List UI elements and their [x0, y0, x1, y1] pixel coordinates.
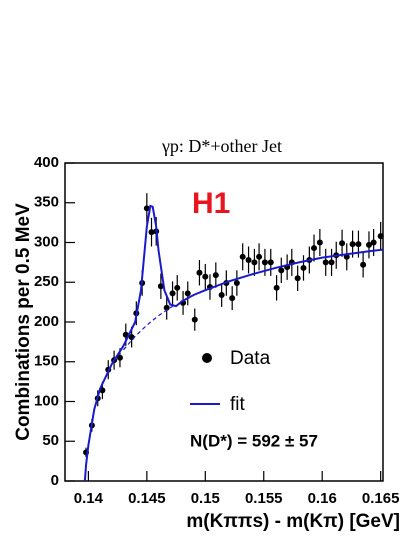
h1-logo: H1 [192, 187, 230, 220]
data-point [328, 259, 335, 266]
x-tick-label: 0.14 [74, 490, 104, 507]
y-tick-label: 150 [34, 353, 59, 370]
y-tick-label: 50 [42, 432, 59, 449]
x-tick-label: 0.165 [362, 490, 400, 507]
data-point [245, 256, 252, 263]
data-point [239, 253, 246, 260]
data-point [365, 241, 372, 248]
data-point [273, 284, 280, 291]
y-tick-label: 300 [34, 233, 59, 250]
legend-label: fit [230, 394, 246, 415]
data-point [218, 291, 225, 298]
data-point [163, 304, 170, 311]
y-tick-label: 0 [51, 472, 59, 489]
x-tick-label: 0.16 [308, 490, 337, 507]
x-tick-label: 0.155 [245, 490, 283, 507]
data-point [377, 233, 384, 240]
x-tick-label: 0.145 [128, 490, 166, 507]
data-point [267, 259, 274, 266]
data-point [360, 261, 367, 268]
data-point [339, 240, 346, 247]
background-curve [123, 303, 177, 351]
data-point [174, 284, 181, 291]
y-tick-label: 400 [34, 154, 59, 171]
y-axis-label: Combinations per 0.5 MeV [13, 203, 34, 441]
data-point [184, 290, 191, 297]
data-point [143, 205, 150, 212]
data-point [316, 239, 323, 246]
y-tick-label: 100 [34, 392, 59, 409]
data-point [157, 283, 164, 290]
legend-marker [202, 353, 212, 363]
data-point [311, 245, 318, 252]
data-point [229, 295, 236, 302]
data-point [116, 354, 123, 361]
data-point [251, 259, 258, 266]
data-point [370, 239, 377, 246]
x-axis-label: m(Kππs) - m(Kπ) [GeV] [186, 511, 400, 532]
legend-label: Data [230, 348, 271, 369]
x-tick-label: 0.15 [191, 490, 220, 507]
data-point [294, 275, 301, 282]
data-point [169, 290, 176, 297]
data-point [300, 264, 307, 271]
data-point [233, 280, 240, 287]
data-point [212, 272, 219, 279]
data-point [191, 316, 198, 323]
data-point [278, 267, 285, 274]
chart-title: γp: D*+other Jet [161, 136, 282, 156]
data-point [355, 241, 362, 248]
data-point [261, 259, 268, 266]
data-point [256, 253, 263, 260]
data-point [196, 269, 203, 276]
y-tick-label: 250 [34, 273, 59, 290]
data-point [202, 273, 209, 280]
fit-curve [83, 204, 384, 482]
data-point [322, 259, 329, 266]
y-tick-label: 200 [34, 313, 59, 330]
y-tick-label: 350 [34, 194, 59, 211]
n-dstar: N(D*) = 592 ± 57 [190, 431, 318, 450]
data-point [349, 241, 356, 248]
data-point [148, 229, 155, 236]
